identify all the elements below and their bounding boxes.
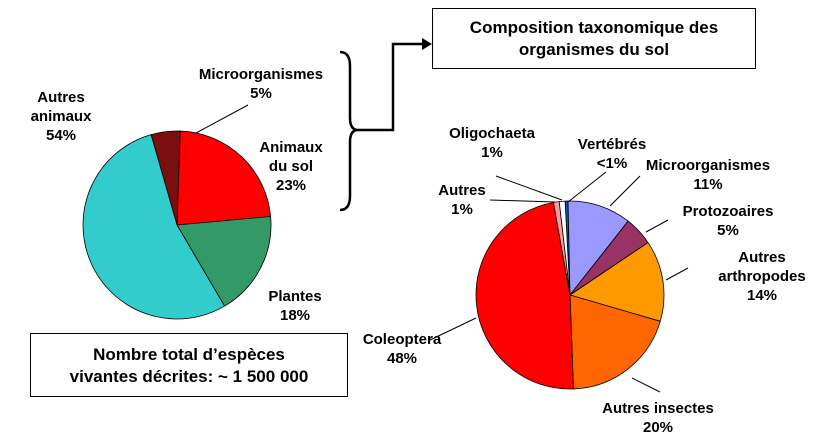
pie2-label-autres-arthropodes: Autres arthropodes 14% bbox=[718, 249, 806, 304]
title-line-2: organismes du sol bbox=[518, 40, 670, 59]
total-line-2: vivantes décrites: ~ 1 500 000 bbox=[69, 367, 309, 386]
pie1-slice-autres-animaux bbox=[82, 134, 226, 320]
pie2-label-microorganismes: Microorganismes 11% bbox=[646, 157, 770, 193]
pie1-slice-plantes bbox=[176, 216, 272, 307]
pie2-label-protozoaires: Protozoaires 5% bbox=[683, 203, 774, 239]
pie2-leader-coleoptera bbox=[429, 317, 477, 341]
pie2-slice-oligochaeta bbox=[558, 200, 571, 296]
pie1-label-animaux-du-sol: Animaux du sol 23% bbox=[259, 139, 323, 194]
pie-chart-all-species bbox=[82, 130, 272, 320]
connector-arrow-line bbox=[358, 42, 424, 132]
pie2-label-coleoptera: Coleoptera 48% bbox=[363, 331, 442, 367]
title-box: Composition taxonomique des organismes d… bbox=[432, 8, 756, 69]
pie1-label-plantes: Plantes 18% bbox=[268, 288, 321, 324]
pie1-leader-microorganismes bbox=[195, 104, 249, 134]
pie2-label-vertebres: Vertébrés <1% bbox=[578, 136, 646, 172]
pie2-leader-microorganismes bbox=[609, 175, 641, 207]
pie2-leader-oligochaeta bbox=[495, 175, 563, 201]
pie2-label-autres: Autres 1% bbox=[438, 182, 486, 218]
pie2-leader-protozoaires bbox=[645, 219, 669, 233]
pie1-slice-animaux-du-sol bbox=[176, 130, 272, 226]
curly-brace bbox=[339, 50, 359, 212]
total-species-box: Nombre total d’espèces vivantes décrites… bbox=[30, 333, 348, 397]
pie2-label-oligochaeta: Oligochaeta 1% bbox=[449, 125, 536, 161]
pie-chart-soil-organisms bbox=[475, 200, 665, 390]
pie2-leader-autres bbox=[489, 199, 556, 203]
pie1-labels: Microorganismes 5% Animaux du sol 23% Plantes… bbox=[31, 66, 324, 324]
pie2-slice-autres-insectes bbox=[569, 294, 661, 390]
title-line-1: Composition taxonomique des bbox=[469, 18, 719, 37]
pie2-label-autres-insectes: Autres insectes 20% bbox=[602, 400, 714, 436]
connector-arrow-head bbox=[422, 38, 432, 50]
pie2-labels: Vertébrés <1% Microorganismes 11% Protozoair… bbox=[363, 125, 806, 436]
pie1-label-autres-animaux: Autres animaux 54% bbox=[31, 89, 93, 144]
pie2-leader-autres-insectes bbox=[631, 377, 661, 393]
connector-bracket-arrow bbox=[339, 38, 432, 212]
pie2-slice-coleoptera bbox=[475, 202, 574, 390]
pie2-leader-vertebres bbox=[567, 171, 607, 203]
pie2-leader-autres-arthropodes bbox=[665, 267, 689, 281]
total-line-1: Nombre total d’espèces bbox=[93, 345, 285, 364]
pie1-label-microorganismes: Microorganismes 5% bbox=[199, 66, 323, 102]
